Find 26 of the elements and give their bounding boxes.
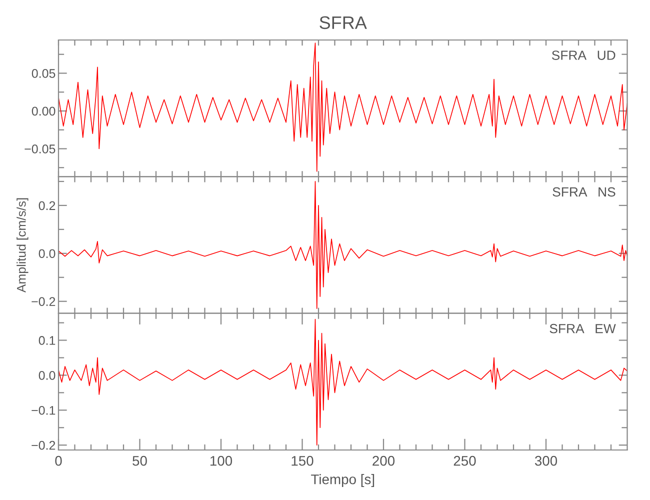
line-series: [58, 181, 628, 309]
x-tick-label: 0: [55, 456, 62, 466]
x-tick-label: 200: [372, 456, 395, 466]
line-series: [58, 318, 628, 446]
annotation: SFRA UD: [552, 50, 616, 60]
y-tick-label: 0.2: [38, 201, 56, 210]
y-tick-label: −0.2: [32, 440, 56, 450]
x-tick-label: 150: [292, 456, 314, 466]
x-tick-label: 50: [132, 456, 147, 466]
y-tick-label: 0.1: [38, 336, 56, 345]
annotation: SFRA NS: [552, 187, 616, 197]
x-tick-label: 300: [534, 456, 558, 466]
annotation: SFRA EW: [550, 324, 616, 334]
y-axis-title: Amplitud [cm/s/s]: [16, 198, 28, 293]
y-tick-label: −0.2: [32, 297, 56, 306]
x-tick-label: 250: [454, 456, 476, 466]
x-axis-title: Tiempo [s]: [311, 474, 374, 488]
x-tick-label: 100: [210, 456, 232, 466]
chart-title: SFRA: [320, 16, 367, 30]
y-tick-label: −0.1: [32, 406, 56, 415]
y-tick-label: 0.00: [32, 106, 56, 116]
line-series: [58, 42, 628, 172]
y-tick-label: −0.05: [24, 144, 56, 154]
y-tick-label: 0.05: [32, 69, 56, 78]
y-tick-label: 0.0: [38, 249, 56, 258]
y-tick-label: 0.0: [38, 371, 56, 380]
